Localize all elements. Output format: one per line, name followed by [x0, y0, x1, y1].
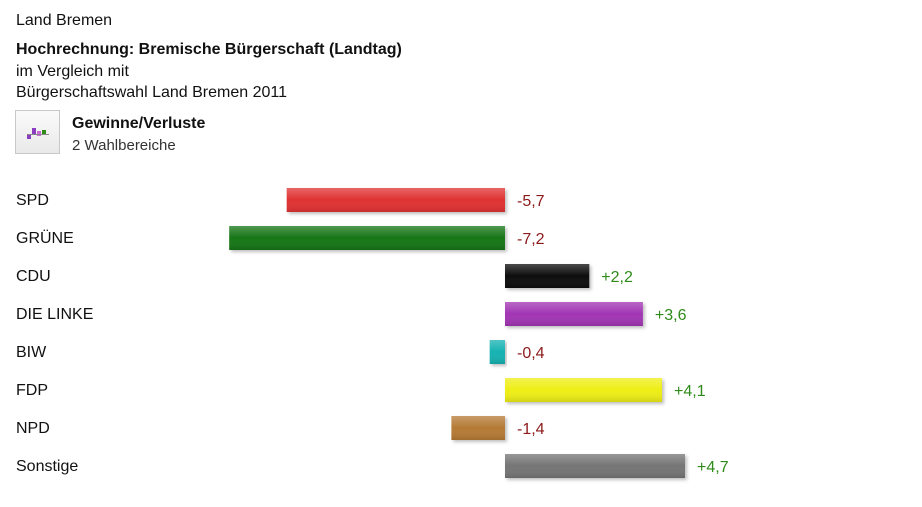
bar-gloss	[505, 264, 590, 288]
party-label: GRÜNE	[16, 229, 74, 247]
bar-gloss	[505, 302, 643, 326]
party-label: BIW	[16, 344, 47, 361]
bar-gloss	[286, 188, 505, 212]
party-label: SPD	[16, 192, 49, 209]
legend-title: Gewinne/Verluste	[72, 115, 206, 132]
bar-gloss	[451, 416, 505, 440]
value-label: -1,4	[517, 421, 545, 438]
party-label: Sonstige	[16, 458, 78, 475]
party-label: NPD	[16, 420, 50, 437]
bar-gloss	[505, 454, 685, 478]
legend-subtitle: 2 Wahlbereiche	[72, 137, 176, 154]
party-label: CDU	[16, 268, 51, 285]
value-label: -0,4	[517, 345, 545, 362]
value-label: +4,1	[674, 383, 706, 400]
gain-loss-bar-chart: SPD -5,7 GRÜNE -7,2 CDU +2,2 DIE LINKE +3,6 BIW -…	[16, 188, 729, 478]
value-label: -7,2	[517, 231, 545, 248]
bar-gloss	[229, 226, 505, 250]
value-label: -5,7	[517, 193, 545, 210]
chart-subtitle-line2: Bürgerschaftswahl Land Bremen 2011	[16, 84, 287, 101]
value-label: +3,6	[655, 307, 687, 324]
value-label: +4,7	[697, 459, 729, 476]
chart-title: Hochrechnung: Bremische Bürgerschaft (La…	[16, 41, 402, 58]
chart-subtitle-line1: im Vergleich mit	[16, 63, 129, 80]
party-label: DIE LINKE	[16, 306, 93, 323]
value-label: +2,2	[601, 269, 633, 286]
party-label: FDP	[16, 382, 48, 399]
bar-gloss	[489, 340, 505, 364]
bar-gloss	[505, 378, 662, 402]
region-label: Land Bremen	[16, 12, 113, 29]
gain-loss-chart-icon[interactable]	[15, 110, 60, 154]
